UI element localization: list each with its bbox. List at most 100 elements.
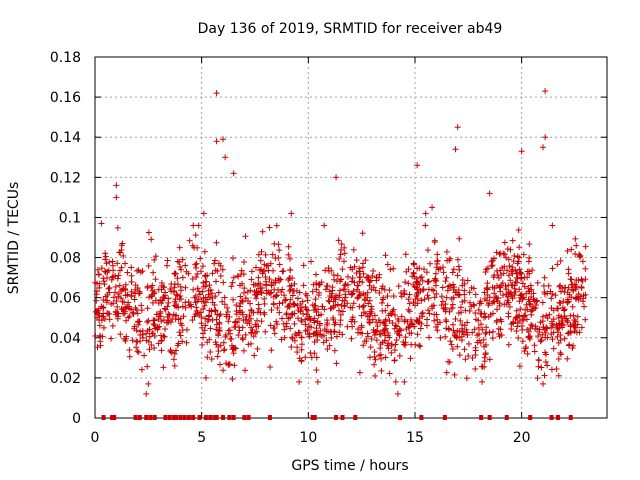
zero-data-point bbox=[504, 415, 509, 420]
data-point bbox=[446, 284, 453, 291]
data-point bbox=[199, 263, 206, 270]
data-point bbox=[401, 378, 408, 385]
data-point bbox=[348, 318, 355, 325]
data-point bbox=[493, 267, 500, 274]
data-point bbox=[544, 315, 551, 322]
data-point bbox=[568, 281, 575, 288]
data-point bbox=[355, 294, 362, 301]
data-point bbox=[486, 190, 493, 197]
data-point bbox=[288, 334, 295, 341]
data-point bbox=[179, 256, 186, 263]
data-point bbox=[461, 346, 468, 353]
zero-data-point bbox=[398, 415, 403, 420]
data-point bbox=[302, 321, 309, 328]
data-point bbox=[549, 336, 556, 343]
data-point bbox=[544, 334, 551, 341]
data-point bbox=[189, 275, 196, 282]
data-point bbox=[104, 291, 111, 298]
zero-data-point bbox=[221, 415, 225, 420]
zero-data-point bbox=[312, 415, 317, 420]
data-point bbox=[512, 267, 519, 274]
data-point bbox=[366, 282, 373, 289]
data-point bbox=[162, 326, 169, 333]
data-point bbox=[475, 324, 482, 331]
data-point bbox=[564, 296, 571, 303]
data-point bbox=[202, 322, 209, 329]
data-point bbox=[523, 316, 530, 323]
data-point bbox=[276, 261, 283, 268]
data-point bbox=[412, 341, 419, 348]
data-point bbox=[432, 270, 439, 277]
data-point bbox=[392, 378, 399, 385]
data-point bbox=[212, 293, 219, 300]
data-point bbox=[510, 320, 517, 327]
data-point bbox=[123, 317, 130, 324]
data-point bbox=[175, 316, 182, 323]
data-point bbox=[103, 299, 110, 306]
data-point bbox=[153, 311, 160, 318]
data-point bbox=[275, 255, 282, 262]
data-point bbox=[265, 262, 272, 269]
data-point bbox=[402, 334, 409, 341]
data-point bbox=[557, 257, 564, 264]
data-point bbox=[337, 287, 344, 294]
data-point bbox=[236, 315, 243, 322]
data-point bbox=[556, 320, 563, 327]
data-point bbox=[387, 310, 394, 317]
data-point bbox=[561, 306, 568, 313]
data-point bbox=[359, 279, 366, 286]
y-tick-label: 0.16 bbox=[50, 90, 81, 106]
data-point bbox=[113, 297, 120, 304]
data-point bbox=[135, 267, 142, 274]
data-point bbox=[406, 330, 413, 337]
data-point bbox=[174, 281, 181, 288]
data-point bbox=[205, 287, 212, 294]
data-point bbox=[120, 310, 127, 317]
data-point bbox=[521, 312, 528, 319]
data-point bbox=[558, 314, 565, 321]
data-point bbox=[509, 264, 516, 271]
data-point bbox=[394, 316, 401, 323]
data-point bbox=[289, 292, 296, 299]
data-point bbox=[220, 347, 227, 354]
data-point bbox=[172, 270, 179, 277]
data-point bbox=[334, 301, 341, 308]
data-point bbox=[179, 338, 186, 345]
data-point bbox=[283, 320, 290, 327]
data-point bbox=[195, 222, 202, 229]
data-point bbox=[391, 357, 398, 364]
data-point bbox=[539, 331, 546, 338]
data-point bbox=[405, 306, 412, 313]
data-point bbox=[420, 286, 427, 293]
data-point bbox=[221, 294, 228, 301]
data-point bbox=[112, 289, 119, 296]
data-point bbox=[161, 284, 168, 291]
data-point bbox=[302, 303, 309, 310]
data-point bbox=[331, 328, 338, 335]
data-point bbox=[208, 356, 215, 363]
data-point bbox=[434, 316, 441, 323]
data-point bbox=[579, 277, 586, 284]
data-point bbox=[326, 298, 333, 305]
data-point bbox=[253, 291, 260, 298]
data-point bbox=[529, 267, 536, 274]
data-point bbox=[405, 324, 412, 331]
data-point bbox=[276, 309, 283, 316]
data-point bbox=[106, 259, 113, 266]
data-point bbox=[582, 243, 589, 250]
data-point bbox=[126, 313, 133, 320]
data-point bbox=[369, 316, 376, 323]
data-point bbox=[102, 250, 109, 257]
data-point bbox=[557, 300, 564, 307]
data-point bbox=[336, 255, 343, 262]
data-point bbox=[229, 376, 236, 383]
data-point bbox=[192, 299, 199, 306]
zero-data-point bbox=[186, 415, 191, 420]
data-point bbox=[360, 342, 367, 349]
data-point bbox=[421, 266, 428, 273]
data-point bbox=[114, 303, 121, 310]
data-point bbox=[219, 266, 226, 273]
data-point bbox=[154, 324, 161, 331]
data-point bbox=[478, 321, 485, 328]
data-point bbox=[574, 321, 581, 328]
